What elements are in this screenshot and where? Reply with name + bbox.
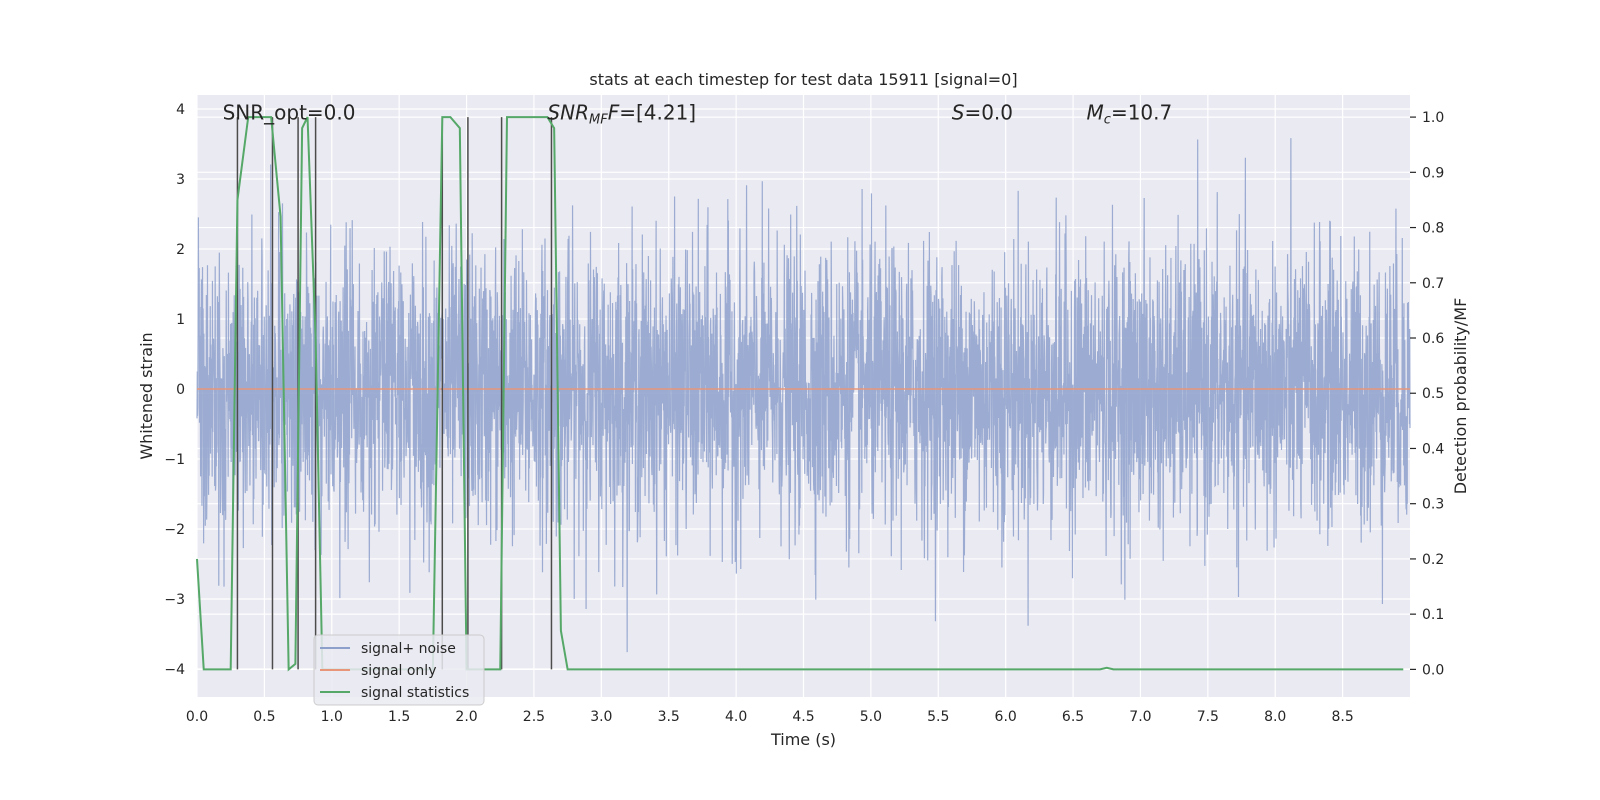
x-axis-label: Time (s) (770, 730, 836, 749)
signal-statistics-line (196, 116, 1404, 672)
right-y-tick-label: 0.3 (1422, 497, 1444, 513)
right-y-tick-label: 0.7 (1422, 276, 1444, 292)
x-tick-label: 0.5 (253, 709, 275, 725)
right-y-tick-label: 0.1 (1422, 607, 1444, 623)
vertical-markers (236, 117, 553, 670)
snr-mf-value: =[4.21] (619, 101, 696, 125)
right-y-tick-label: 0.8 (1422, 221, 1444, 237)
mc-subscript: c (1104, 113, 1111, 128)
left-y-axis-ticks: 4 3 2 1 0 −1 −2 −3 −4 (164, 102, 185, 678)
legend: signal+ noise signal only signal statist… (313, 634, 485, 706)
right-y-axis-label: Detection probability/MF (1451, 298, 1470, 495)
right-y-tick-label: 0.6 (1422, 331, 1444, 347)
mc-value: =10.7 (1111, 101, 1172, 125)
s-annotation: S=0.0 (952, 101, 1013, 125)
x-tick-label: 7.5 (1197, 709, 1219, 725)
legend-label-signal-noise: signal+ noise (361, 641, 456, 657)
snr-mf-subscript: MF (589, 113, 608, 128)
x-tick-label: 5.5 (927, 709, 949, 725)
right-y-tick-label: 0.2 (1422, 552, 1444, 568)
x-tick-label: 1.0 (321, 709, 343, 725)
left-y-axis-label: Whitened strain (137, 332, 156, 459)
right-y-tick-label: 0.0 (1422, 662, 1444, 678)
x-tick-label: 6.0 (995, 709, 1017, 725)
x-tick-label: 2.5 (523, 709, 545, 725)
left-y-tick-label: 1 (176, 312, 185, 328)
left-y-tick-label: −2 (164, 522, 185, 538)
left-y-tick-label: −3 (164, 592, 185, 608)
s-value: =0.0 (964, 101, 1013, 125)
x-axis-ticks: 0.0 0.5 1.0 1.5 2.0 2.5 3.0 3.5 4.0 4.5 5.0 5.5 6.0 6… (186, 709, 1354, 725)
legend-box (313, 634, 485, 706)
right-y-tick-label: 0.9 (1422, 165, 1444, 181)
x-tick-label: 2.0 (455, 709, 477, 725)
left-y-tick-label: 0 (176, 382, 185, 398)
right-y-tick-label: 0.5 (1422, 386, 1444, 402)
left-y-tick-label: 4 (176, 102, 185, 118)
x-tick-label: 3.0 (590, 709, 612, 725)
x-tick-label: 0.0 (186, 709, 208, 725)
x-tick-label: 4.0 (725, 709, 747, 725)
x-tick-label: 8.5 (1331, 709, 1353, 725)
x-tick-label: 8.0 (1264, 709, 1286, 725)
left-y-tick-label: −4 (164, 662, 185, 678)
snr-mf-annotation: SNRMFF=[4.21] (547, 101, 696, 128)
chart-title: stats at each timestep for test data 159… (589, 70, 1017, 89)
mc-annotation: Mc=10.7 (1087, 101, 1173, 128)
legend-label-signal-only: signal only (361, 663, 436, 679)
x-tick-label: 3.5 (658, 709, 680, 725)
x-tick-label: 6.5 (1062, 709, 1084, 725)
snr-mf-f: F (608, 101, 620, 125)
right-y-tick-label: 1.0 (1422, 110, 1444, 126)
x-tick-label: 5.0 (860, 709, 882, 725)
legend-label-signal-statistics: signal statistics (361, 685, 469, 701)
left-y-tick-label: −1 (164, 452, 185, 468)
snr-opt-annotation: SNR_opt=0.0 (223, 101, 356, 125)
right-y-tick-label: 0.4 (1422, 441, 1444, 457)
x-tick-label: 1.5 (388, 709, 410, 725)
left-y-tick-label: 3 (176, 172, 185, 188)
snr-mf-symbol: SNR (547, 101, 589, 125)
s-symbol: S (952, 101, 965, 125)
right-y-axis-ticks: 1.0 0.9 0.8 0.7 0.6 0.5 0.4 0.3 0.2 0.1 0.0 (1410, 110, 1444, 678)
mc-symbol: M (1087, 101, 1104, 125)
signal-statistics-series (196, 116, 1404, 672)
x-tick-label: 7.0 (1129, 709, 1151, 725)
x-tick-label: 4.5 (792, 709, 814, 725)
left-y-tick-label: 2 (176, 242, 185, 258)
